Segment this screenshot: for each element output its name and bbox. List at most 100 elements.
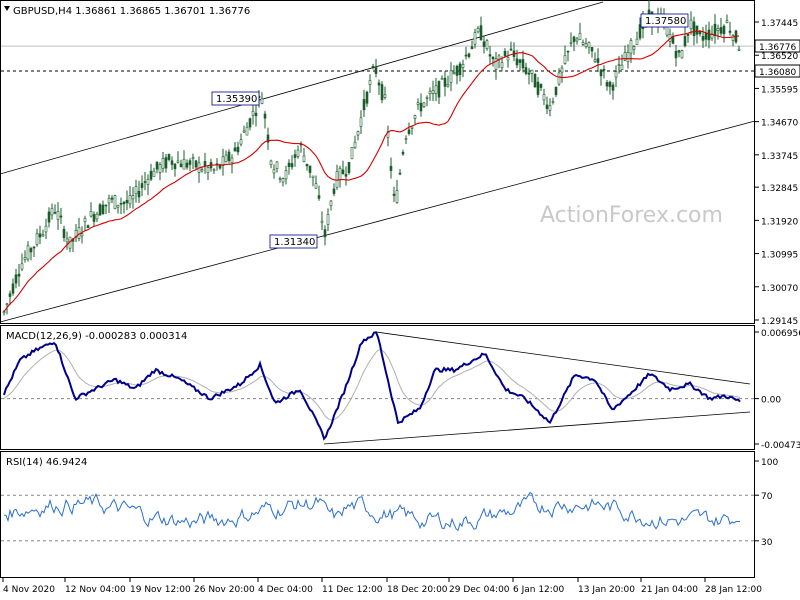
- candle-body: [593, 59, 597, 63]
- candle-body: [548, 105, 552, 111]
- candle-body: [602, 68, 606, 71]
- macd-header: MACD(12,26,9) -0.000283 0.000314: [6, 331, 187, 342]
- y-tick-label: 1.30070: [761, 284, 798, 294]
- macd-panel: [0, 325, 755, 450]
- candle-body: [305, 163, 309, 167]
- candle-body: [410, 126, 414, 129]
- candle-body: [14, 274, 18, 284]
- candle-body: [86, 225, 90, 228]
- candle-body: [545, 104, 549, 109]
- macd-triangle-lower: [323, 411, 751, 445]
- candle-body: [56, 211, 60, 220]
- candle-body: [437, 81, 441, 98]
- candle-body: [539, 84, 543, 88]
- candle-body: [146, 179, 150, 185]
- candle-body: [5, 303, 9, 306]
- candle-body: [587, 42, 591, 48]
- candle-body: [431, 90, 435, 94]
- candle-body: [677, 50, 681, 53]
- candle-body: [353, 141, 357, 149]
- x-tick-label: 28 Jan 12:00: [705, 585, 762, 595]
- candle-body: [680, 50, 684, 59]
- candle-body: [89, 211, 93, 217]
- y-tick-label: 1.30995: [761, 251, 798, 261]
- candle-body: [713, 23, 717, 36]
- x-tick-label: 26 Nov 20:00: [194, 585, 255, 595]
- candle-body: [44, 225, 48, 233]
- candle-body: [224, 154, 228, 163]
- candle-body: [38, 233, 42, 238]
- x-tick-label: 4 Nov 2020: [3, 585, 55, 595]
- candle-body: [317, 195, 321, 199]
- candle-body: [554, 86, 558, 96]
- candle-body: [167, 154, 171, 160]
- candle-body: [104, 204, 108, 207]
- candle-body: [239, 139, 243, 145]
- candle-body: [584, 43, 588, 47]
- candle-body: [377, 82, 381, 86]
- candle-body: [59, 215, 63, 218]
- candle-body: [422, 102, 426, 107]
- candle-body: [497, 55, 501, 61]
- price-annotations: 1.35390 1.31340 1.37580: [211, 13, 689, 249]
- x-tick-label: 4 Dec 04:00: [258, 585, 313, 595]
- candle-body: [572, 36, 576, 43]
- candle-body: [302, 155, 306, 162]
- candle-body: [458, 63, 462, 76]
- candle-body: [128, 195, 132, 205]
- candle-body: [524, 67, 528, 74]
- candle-body: [29, 248, 33, 253]
- candle-body: [107, 197, 111, 204]
- candle-body: [440, 77, 444, 80]
- candle-body: [110, 197, 114, 200]
- candle-body: [470, 46, 474, 50]
- candle-body: [479, 25, 483, 41]
- y-tick-label: 1.33745: [761, 152, 798, 162]
- candle-body: [467, 53, 471, 57]
- candle-body: [452, 72, 456, 74]
- candle-body: [158, 164, 162, 173]
- candle-body: [725, 20, 729, 23]
- candle-body: [338, 168, 342, 181]
- candle-body: [617, 64, 621, 67]
- symbol-header: GBPUSD,H4 1.36861 1.36865 1.36701 1.3677…: [13, 6, 250, 17]
- candle-body: [194, 160, 198, 168]
- candle-body: [527, 72, 531, 75]
- x-tick-label: 19 Nov 12:00: [130, 585, 191, 595]
- candle-body: [443, 77, 447, 87]
- candle-body: [575, 38, 579, 42]
- candle-body: [233, 147, 237, 152]
- candle-body: [488, 54, 492, 57]
- x-tick-label: 12 Nov 04:00: [65, 585, 126, 595]
- candle-body: [485, 40, 489, 49]
- candle-body: [557, 72, 561, 85]
- candle-body: [242, 130, 246, 133]
- candle-body: [122, 201, 126, 205]
- candle-body: [416, 102, 420, 105]
- candle-body: [695, 25, 699, 35]
- candle-body: [125, 199, 129, 204]
- candle-body: [509, 48, 513, 51]
- candle-body: [350, 147, 354, 160]
- candle-body: [62, 228, 66, 239]
- candle-body: [143, 181, 147, 183]
- candle-body: [170, 160, 174, 165]
- candle-body: [281, 178, 285, 183]
- y-tick-label: 1.35595: [761, 85, 798, 95]
- candle-body: [515, 58, 519, 66]
- macd-y-axis: 0.006956 0.00 -0.004736: [755, 329, 800, 451]
- candle-body: [287, 162, 291, 167]
- symbol-marker-icon: [4, 6, 10, 11]
- candle-body: [176, 160, 180, 163]
- y-tick-label: 1.36520: [761, 52, 798, 62]
- candle-body: [23, 257, 27, 260]
- candle-body: [674, 50, 678, 59]
- candle-body: [77, 227, 81, 239]
- candle-body: [275, 161, 279, 170]
- candle-body: [293, 154, 297, 158]
- candle-body: [368, 80, 372, 85]
- candle-body: [500, 62, 504, 68]
- candle-body: [320, 220, 324, 223]
- candle-body: [191, 157, 195, 160]
